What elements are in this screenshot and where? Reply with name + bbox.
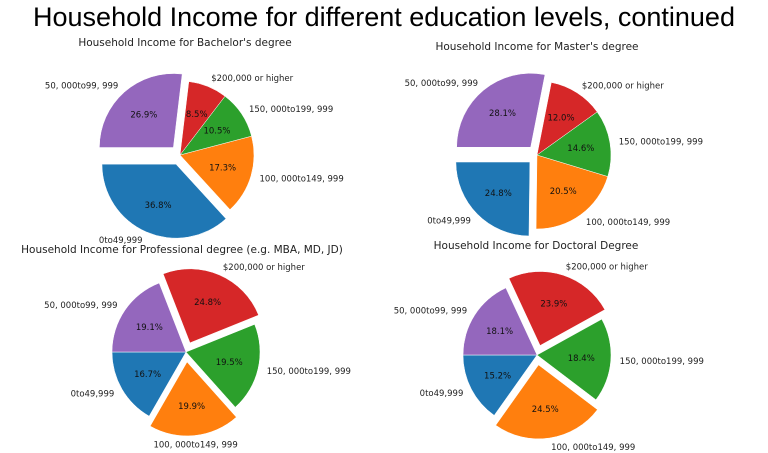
slice-percent-0to49-999: 24.8% <box>485 189 512 199</box>
slice-percent-200-000-or-higher: 24.8% <box>194 298 221 308</box>
slice-percent-150-000to199-999: 19.5% <box>216 358 243 368</box>
slice-label-50-000to99-999: 50, 000to99, 999 <box>45 82 118 92</box>
slice-label-0to49-999: 0to49,999 <box>427 216 471 226</box>
pie-chart-4: Household Income for Doctoral Degree 15.2… <box>394 240 704 453</box>
pie-slice-100-000to149-999 <box>495 364 598 440</box>
slice-label-200-000-or-higher: $200,000 or higher <box>211 74 293 84</box>
slice-label-100-000to149-999: 100, 000to149, 999 <box>260 174 344 184</box>
slice-percent-0to49-999: 15.2% <box>484 371 511 381</box>
page-title: Household Income for different education… <box>33 2 735 32</box>
pie-slice-150-000to199-999 <box>536 318 612 401</box>
slice-percent-200-000-or-higher: 8.5% <box>186 110 208 120</box>
pie-slice-150-000to199-999 <box>536 111 612 177</box>
slice-percent-50-000to99-999: 19.1% <box>136 323 163 333</box>
chart-title: Household Income for Doctoral Degree <box>434 240 639 252</box>
chart-title: Household Income for Bachelor's degree <box>78 37 291 49</box>
pie-chart-1: Household Income for Bachelor's degree 36… <box>45 37 344 246</box>
pie-slice-200-000-or-higher <box>508 271 606 346</box>
pie-slice-0to49-999 <box>455 161 531 237</box>
pie-slice-200-000-or-higher <box>179 81 226 156</box>
slice-label-150-000to199-999: 150, 000to199, 999 <box>619 138 703 148</box>
slice-label-150-000to199-999: 150, 000to199, 999 <box>267 367 351 377</box>
slice-percent-200-000-or-higher: 23.9% <box>540 299 567 309</box>
pie-slice-0to49-999 <box>462 354 538 416</box>
slice-label-0to49-999: 0to49,999 <box>99 236 143 246</box>
chart-title: Household Income for Professional degree… <box>21 244 343 256</box>
slice-label-100-000to149-999: 100, 000to149, 999 <box>586 218 670 228</box>
slice-label-200-000-or-higher: $200,000 or higher <box>223 263 305 273</box>
slice-percent-0to49-999: 16.7% <box>134 370 161 380</box>
slice-label-50-000to99-999: 50, 000to99, 999 <box>44 301 117 311</box>
pie-slice-200-000-or-higher <box>536 82 598 156</box>
pie-slice-100-000to149-999 <box>149 361 237 437</box>
slice-label-50-000to99-999: 50, 000to99, 999 <box>394 306 467 316</box>
slice-label-50-000to99-999: 50, 000to99, 999 <box>405 79 478 89</box>
slice-label-0to49-999: 0to49,999 <box>71 390 115 400</box>
slice-percent-100-000to149-999: 17.3% <box>209 164 236 174</box>
slice-percent-150-000to199-999: 10.5% <box>203 126 230 136</box>
pie-slice-50-000to99-999 <box>462 287 538 356</box>
pie-slice-0to49-999 <box>101 163 227 239</box>
slice-label-0to49-999: 0to49,999 <box>420 389 464 399</box>
pie-chart-3: Household Income for Professional degree… <box>21 244 351 450</box>
chart-title: Household Income for Master's degree <box>435 41 638 53</box>
slice-label-150-000to199-999: 150, 000to199, 999 <box>620 357 704 367</box>
pie-slice-0to49-999 <box>111 351 187 417</box>
slice-percent-150-000to199-999: 14.6% <box>567 144 594 154</box>
pie-slice-100-000to149-999 <box>179 135 255 210</box>
slice-label-100-000to149-999: 100, 000to149, 999 <box>551 443 635 453</box>
slice-percent-50-000to99-999: 28.1% <box>489 109 516 119</box>
pie-slice-50-000to99-999 <box>456 73 546 148</box>
slice-label-200-000-or-higher: $200,000 or higher <box>582 81 664 91</box>
slice-label-200-000-or-higher: $200,000 or higher <box>566 263 648 273</box>
slice-label-100-000to149-999: 100, 000to149, 999 <box>153 440 237 450</box>
pie-slice-50-000to99-999 <box>99 73 183 148</box>
slice-percent-100-000to149-999: 24.5% <box>532 405 559 415</box>
slice-label-150-000to199-999: 150, 000to199, 999 <box>249 105 333 115</box>
pie-slice-150-000to199-999 <box>185 324 261 408</box>
slice-percent-100-000to149-999: 20.5% <box>550 187 577 197</box>
slice-percent-100-000to149-999: 19.9% <box>178 402 205 412</box>
slice-percent-200-000-or-higher: 12.0% <box>548 114 575 124</box>
slice-percent-150-000to199-999: 18.4% <box>568 354 595 364</box>
pie-chart-2: Household Income for Master's degree 24.8… <box>405 41 703 237</box>
slice-percent-0to49-999: 36.8% <box>145 201 172 211</box>
pie-slice-100-000to149-999 <box>535 154 609 230</box>
slice-percent-50-000to99-999: 18.1% <box>486 327 513 337</box>
slice-percent-50-000to99-999: 26.9% <box>130 110 157 120</box>
pie-slice-200-000-or-higher <box>162 268 259 344</box>
pie-slice-50-000to99-999 <box>111 282 187 353</box>
